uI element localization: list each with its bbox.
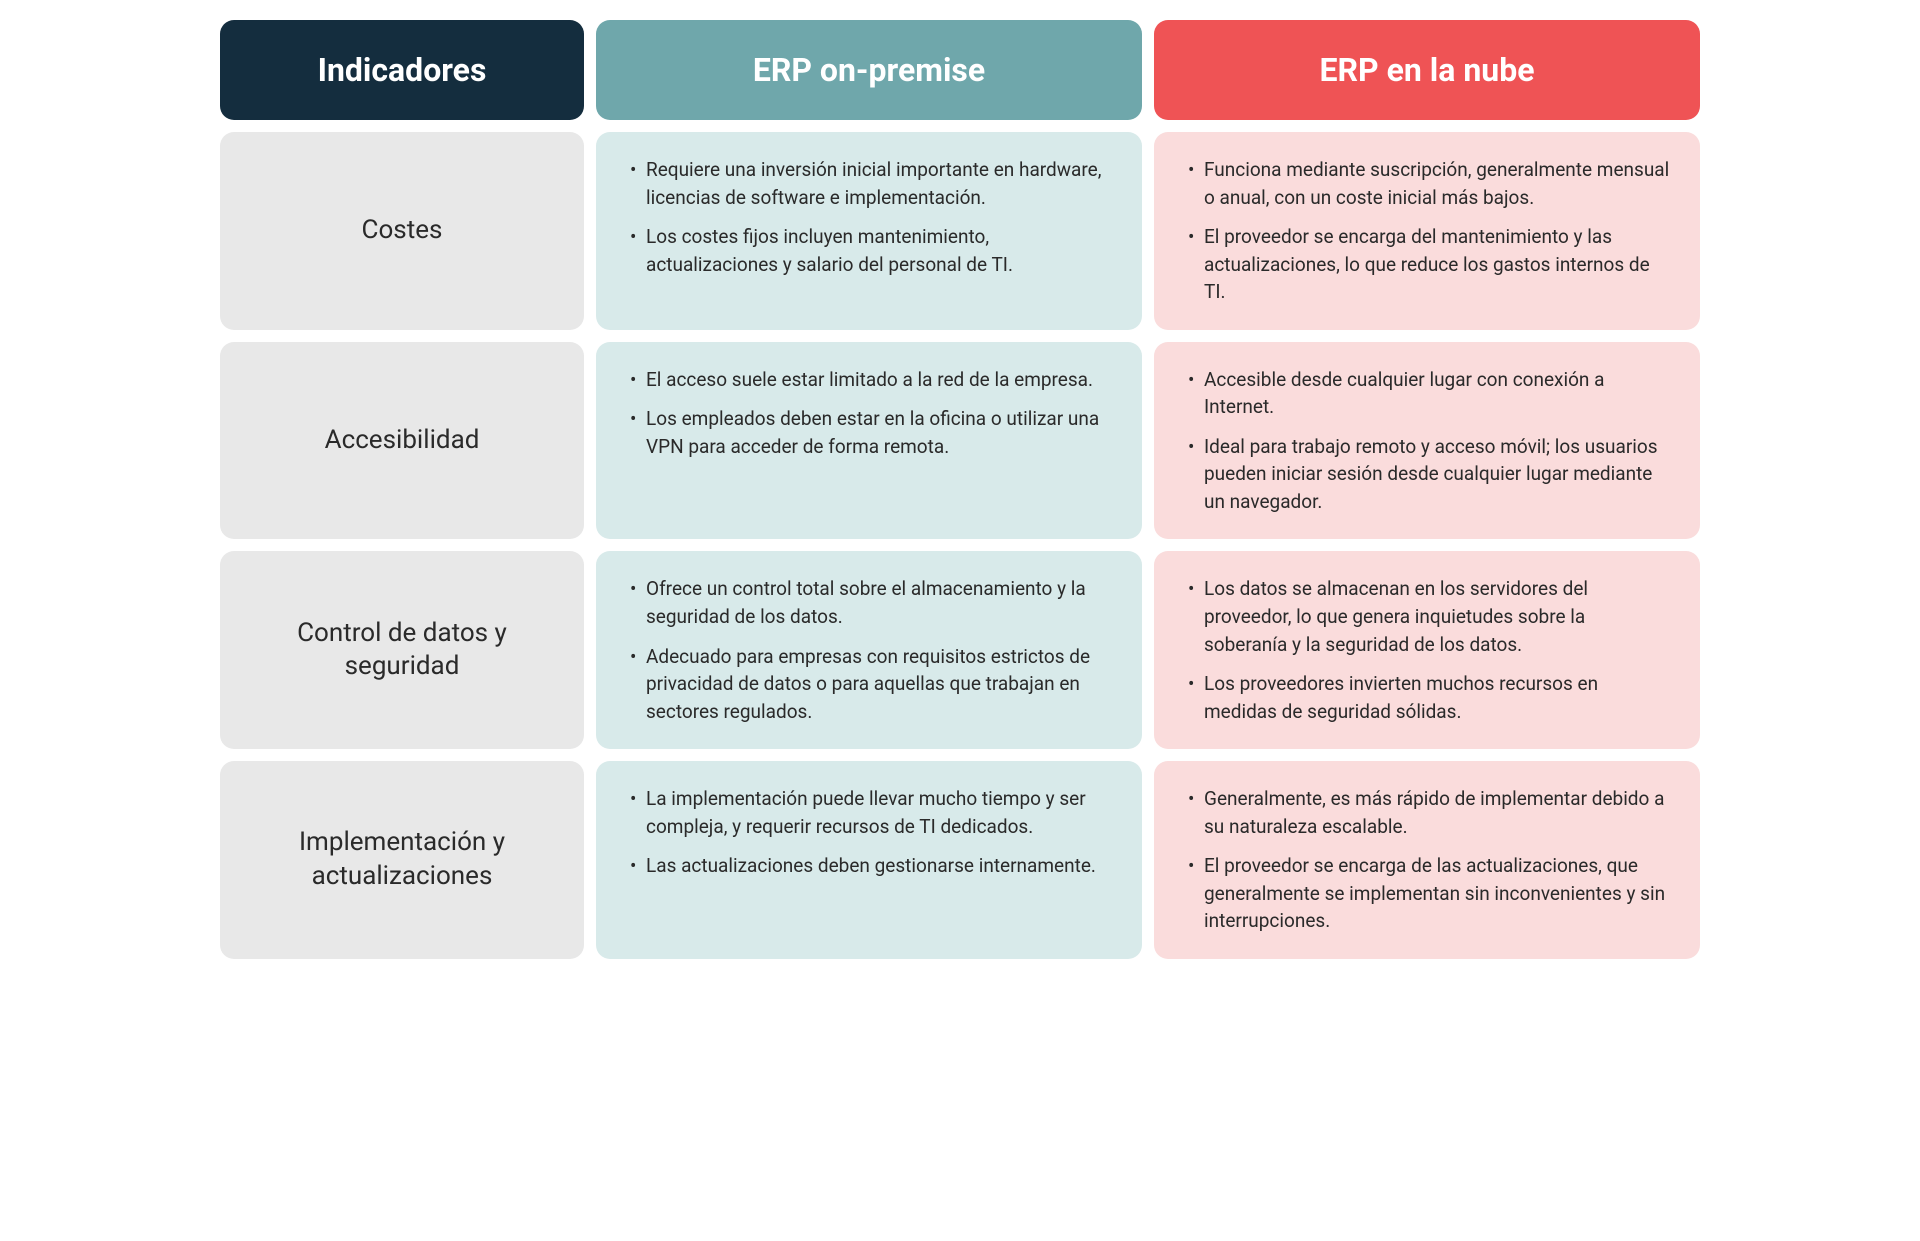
header-cloud: ERP en la nube [1154, 20, 1700, 120]
list-item: Ofrece un control total sobre el almacen… [624, 575, 1114, 630]
cloud-cell: Funciona mediante suscripción, generalme… [1154, 132, 1700, 330]
list-item: Ideal para trabajo remoto y acceso móvil… [1182, 433, 1672, 516]
list-item: Generalmente, es más rápido de implement… [1182, 785, 1672, 840]
onprem-cell: La implementación puede llevar mucho tie… [596, 761, 1142, 959]
bullet-list: Los datos se almacenan en los servidores… [1182, 575, 1672, 725]
list-item: Accesible desde cualquier lugar con cone… [1182, 366, 1672, 421]
list-item: Las actualizaciones deben gestionarse in… [624, 852, 1114, 880]
header-onprem: ERP on-premise [596, 20, 1142, 120]
bullet-list: Ofrece un control total sobre el almacen… [624, 575, 1114, 725]
cloud-cell: Los datos se almacenan en los servidores… [1154, 551, 1700, 749]
bullet-list: La implementación puede llevar mucho tie… [624, 785, 1114, 880]
bullet-list: Generalmente, es más rápido de implement… [1182, 785, 1672, 935]
comparison-table: Indicadores ERP on-premise ERP en la nub… [220, 20, 1700, 959]
list-item: Los datos se almacenan en los servidores… [1182, 575, 1672, 658]
cloud-cell: Generalmente, es más rápido de implement… [1154, 761, 1700, 959]
row-label: Control de datos y seguridad [220, 551, 584, 749]
bullet-list: Accesible desde cualquier lugar con cone… [1182, 366, 1672, 516]
list-item: El proveedor se encarga de las actualiza… [1182, 852, 1672, 935]
list-item: El proveedor se encarga del mantenimient… [1182, 223, 1672, 306]
list-item: Los empleados deben estar en la oficina … [624, 405, 1114, 460]
list-item: La implementación puede llevar mucho tie… [624, 785, 1114, 840]
header-indicators: Indicadores [220, 20, 584, 120]
list-item: Requiere una inversión inicial important… [624, 156, 1114, 211]
cloud-cell: Accesible desde cualquier lugar con cone… [1154, 342, 1700, 540]
onprem-cell: El acceso suele estar limitado a la red … [596, 342, 1142, 540]
bullet-list: El acceso suele estar limitado a la red … [624, 366, 1114, 461]
list-item: Los costes fijos incluyen mantenimiento,… [624, 223, 1114, 278]
row-label: Costes [220, 132, 584, 330]
row-label: Implementación y actualizaciones [220, 761, 584, 959]
bullet-list: Requiere una inversión inicial important… [624, 156, 1114, 278]
list-item: Los proveedores invierten muchos recurso… [1182, 670, 1672, 725]
row-label: Accesibilidad [220, 342, 584, 540]
onprem-cell: Requiere una inversión inicial important… [596, 132, 1142, 330]
list-item: El acceso suele estar limitado a la red … [624, 366, 1114, 394]
list-item: Adecuado para empresas con requisitos es… [624, 643, 1114, 726]
list-item: Funciona mediante suscripción, generalme… [1182, 156, 1672, 211]
onprem-cell: Ofrece un control total sobre el almacen… [596, 551, 1142, 749]
bullet-list: Funciona mediante suscripción, generalme… [1182, 156, 1672, 306]
